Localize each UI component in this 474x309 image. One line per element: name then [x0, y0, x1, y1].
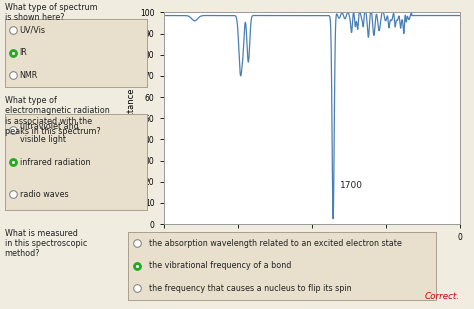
Text: IR: IR [19, 48, 27, 57]
Text: radio waves: radio waves [19, 190, 68, 199]
Text: infrared radiation: infrared radiation [19, 158, 90, 167]
Text: What type of
electromagnetic radiation
is associated with the
peaks in this spec: What type of electromagnetic radiation i… [5, 96, 109, 136]
Text: 1700: 1700 [340, 181, 363, 190]
Y-axis label: Transmittance: Transmittance [127, 88, 136, 148]
Text: NMR: NMR [19, 71, 38, 80]
Text: visible light: visible light [19, 135, 66, 144]
X-axis label: Wavenumber (cm⁻¹): Wavenumber (cm⁻¹) [265, 246, 358, 255]
Text: the absorption wavelength related to an excited electron state: the absorption wavelength related to an … [149, 239, 402, 248]
Text: What is measured
in this spectroscopic
method?: What is measured in this spectroscopic m… [5, 229, 87, 258]
Text: ultraviolet and: ultraviolet and [19, 122, 78, 131]
Text: UV/Vis: UV/Vis [19, 25, 46, 34]
Text: What type of spectrum
is shown here?: What type of spectrum is shown here? [5, 3, 97, 23]
Text: Correct.: Correct. [424, 292, 459, 301]
Text: the frequency that causes a nucleus to flip its spin: the frequency that causes a nucleus to f… [149, 284, 352, 293]
Text: the vibrational frequency of a bond: the vibrational frequency of a bond [149, 261, 292, 270]
